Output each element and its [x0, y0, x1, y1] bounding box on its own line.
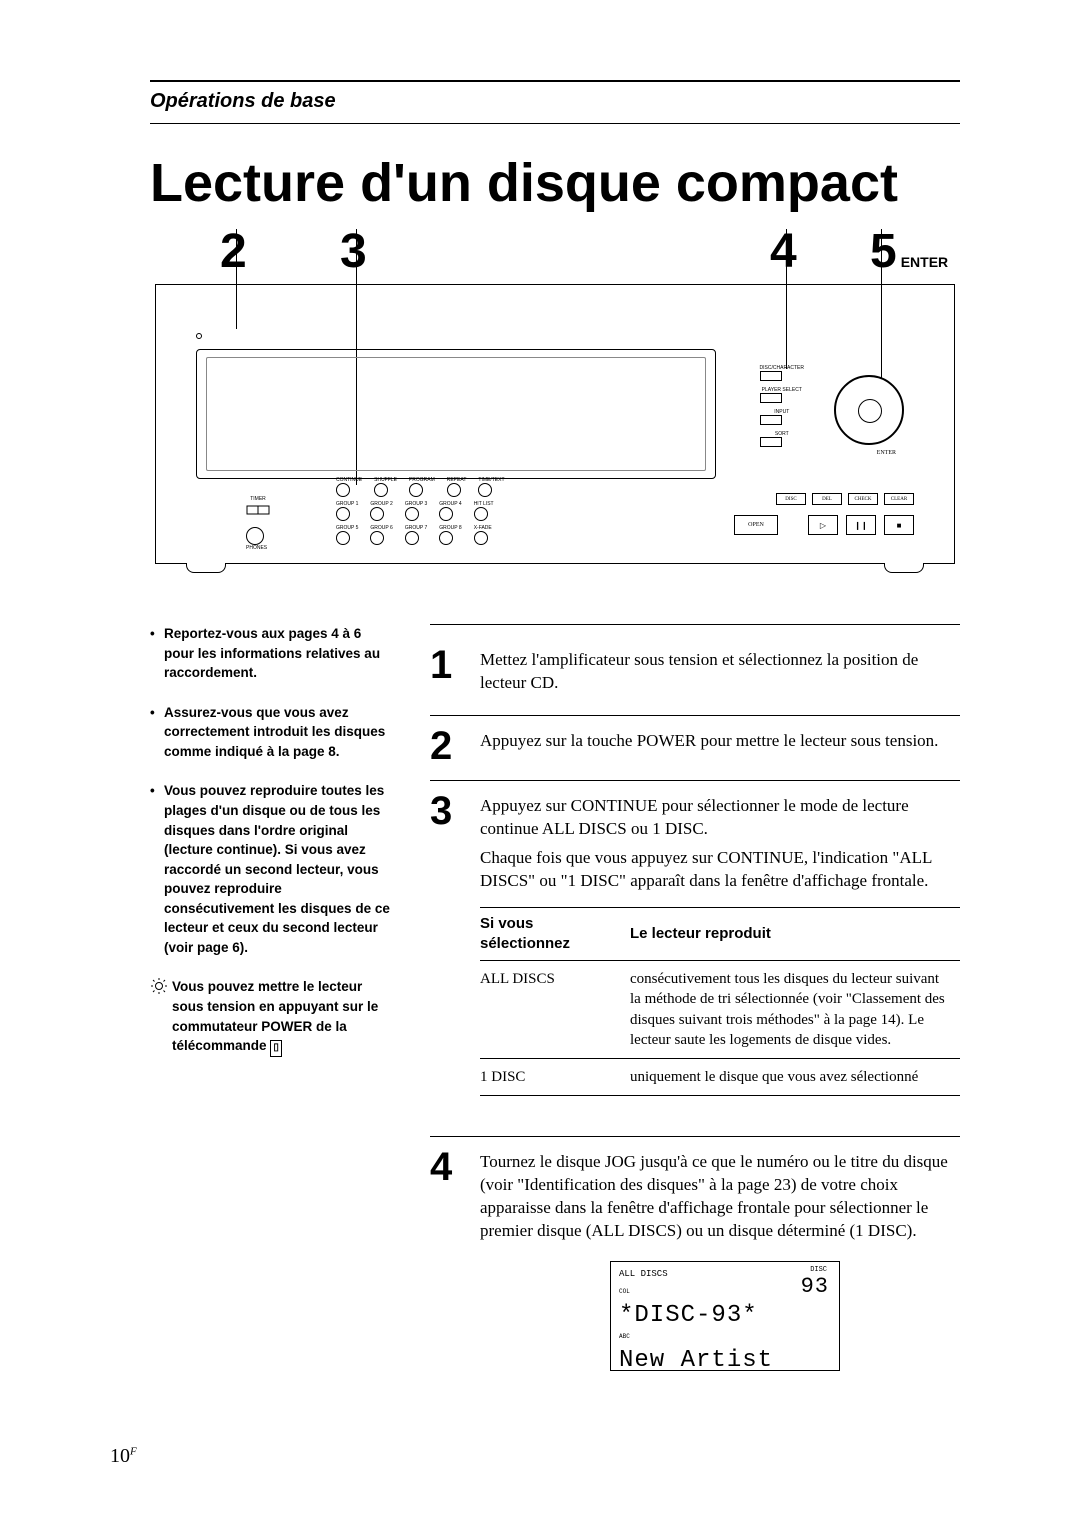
timer-icon	[246, 502, 270, 518]
note-2: •Assurez-vous que vous avez correctement…	[150, 703, 390, 762]
callout-4: 4	[770, 224, 797, 279]
table-row: 1 DISC uniquement le disque que vous ave…	[480, 1059, 960, 1096]
enter-label: ENTER	[877, 450, 896, 456]
steps-column: 1 Mettez l'amplificateur sous tension et…	[430, 624, 960, 1385]
right-controls: DISC/CHARACTER PLAYER SELECT INPUT SORT	[760, 365, 804, 447]
lcd-display: ALL DISCS DISC 93 COL *DISC-93* ABC New …	[610, 1261, 840, 1371]
cd-player-diagram: CONTINUE SHUFFLE PROGRAM REPEAT TIME/TEX…	[155, 284, 955, 564]
note-1: •Reportez-vous aux pages 4 à 6 pour les …	[150, 624, 390, 683]
page-number: 10F	[110, 1445, 137, 1468]
callout-2: 2	[220, 224, 247, 279]
top-rule	[150, 80, 960, 82]
timer-block: TIMER	[246, 496, 270, 523]
remote-icon: ▯	[270, 1040, 282, 1057]
left-notes: •Reportez-vous aux pages 4 à 6 pour les …	[150, 624, 390, 1385]
step-3: 3 Appuyez sur CONTINUE pour sélectionner…	[430, 781, 960, 1111]
th-select: Si vous sélectionnez	[480, 907, 630, 961]
jog-dial	[834, 375, 904, 445]
disc-window-inner	[206, 357, 706, 471]
lcd-line-1: *DISC-93*	[619, 1300, 831, 1332]
lcd-alldiscs: ALL DISCS	[619, 1268, 668, 1280]
tip-icon	[150, 977, 172, 1001]
tip: Vous pouvez mettre le lecteur sous tensi…	[150, 977, 390, 1056]
th-plays: Le lecteur reproduit	[630, 907, 960, 961]
phones-jack: PHONES	[246, 527, 267, 551]
button-row-1: CONTINUE SHUFFLE PROGRAM REPEAT TIME/TEX…	[336, 477, 505, 497]
mode-table: Si vous sélectionnez Le lecteur reprodui…	[480, 907, 960, 1097]
lcd-abc-label: ABC	[619, 1333, 831, 1341]
open-button: OPEN	[734, 515, 778, 535]
sub-rule	[150, 123, 960, 124]
power-indicator	[196, 333, 202, 339]
callout-3: 3	[340, 224, 367, 279]
mini-button-row: DISC DEL CHECK CLEAR	[776, 493, 914, 505]
tip-text: Vous pouvez mettre le lecteur sous tensi…	[172, 977, 390, 1056]
button-row-2: GROUP 1 GROUP 2 GROUP 3 GROUP 4 HIT LIST	[336, 501, 494, 521]
step-callouts: 2 3 4 5ENTER	[150, 224, 960, 284]
button-row-3: GROUP 5 GROUP 6 GROUP 7 GROUP 8 X-FADE	[336, 525, 492, 545]
lcd-line-2: New Artist	[619, 1345, 831, 1377]
callout-5-num: 5	[870, 225, 897, 278]
pause-button: ❙❙	[846, 515, 876, 535]
step-1: 1 Mettez l'amplificateur sous tension et…	[430, 635, 960, 716]
play-button: ▷	[808, 515, 838, 535]
transport-row: OPEN ▷ ❙❙ ■	[734, 515, 914, 535]
page-title: Lecture d'un disque compact	[150, 152, 960, 214]
callout-5-sub: ENTER	[901, 254, 948, 270]
lcd-disc-num: 93	[801, 1272, 829, 1302]
lcd-col-label: COL	[619, 1288, 831, 1296]
note-3: •Vous pouvez reproduire toutes les plage…	[150, 781, 390, 957]
foot-right	[884, 563, 924, 573]
step-4: 4 Tournez le disque JOG jusqu'à ce que l…	[430, 1137, 960, 1385]
step-2: 2 Appuyez sur la touche POWER pour mettr…	[430, 716, 960, 781]
section-title: Opérations de base	[150, 90, 960, 113]
table-row: ALL DISCS consécutivement tous les disqu…	[480, 961, 960, 1059]
stop-button: ■	[884, 515, 914, 535]
foot-left	[186, 563, 226, 573]
